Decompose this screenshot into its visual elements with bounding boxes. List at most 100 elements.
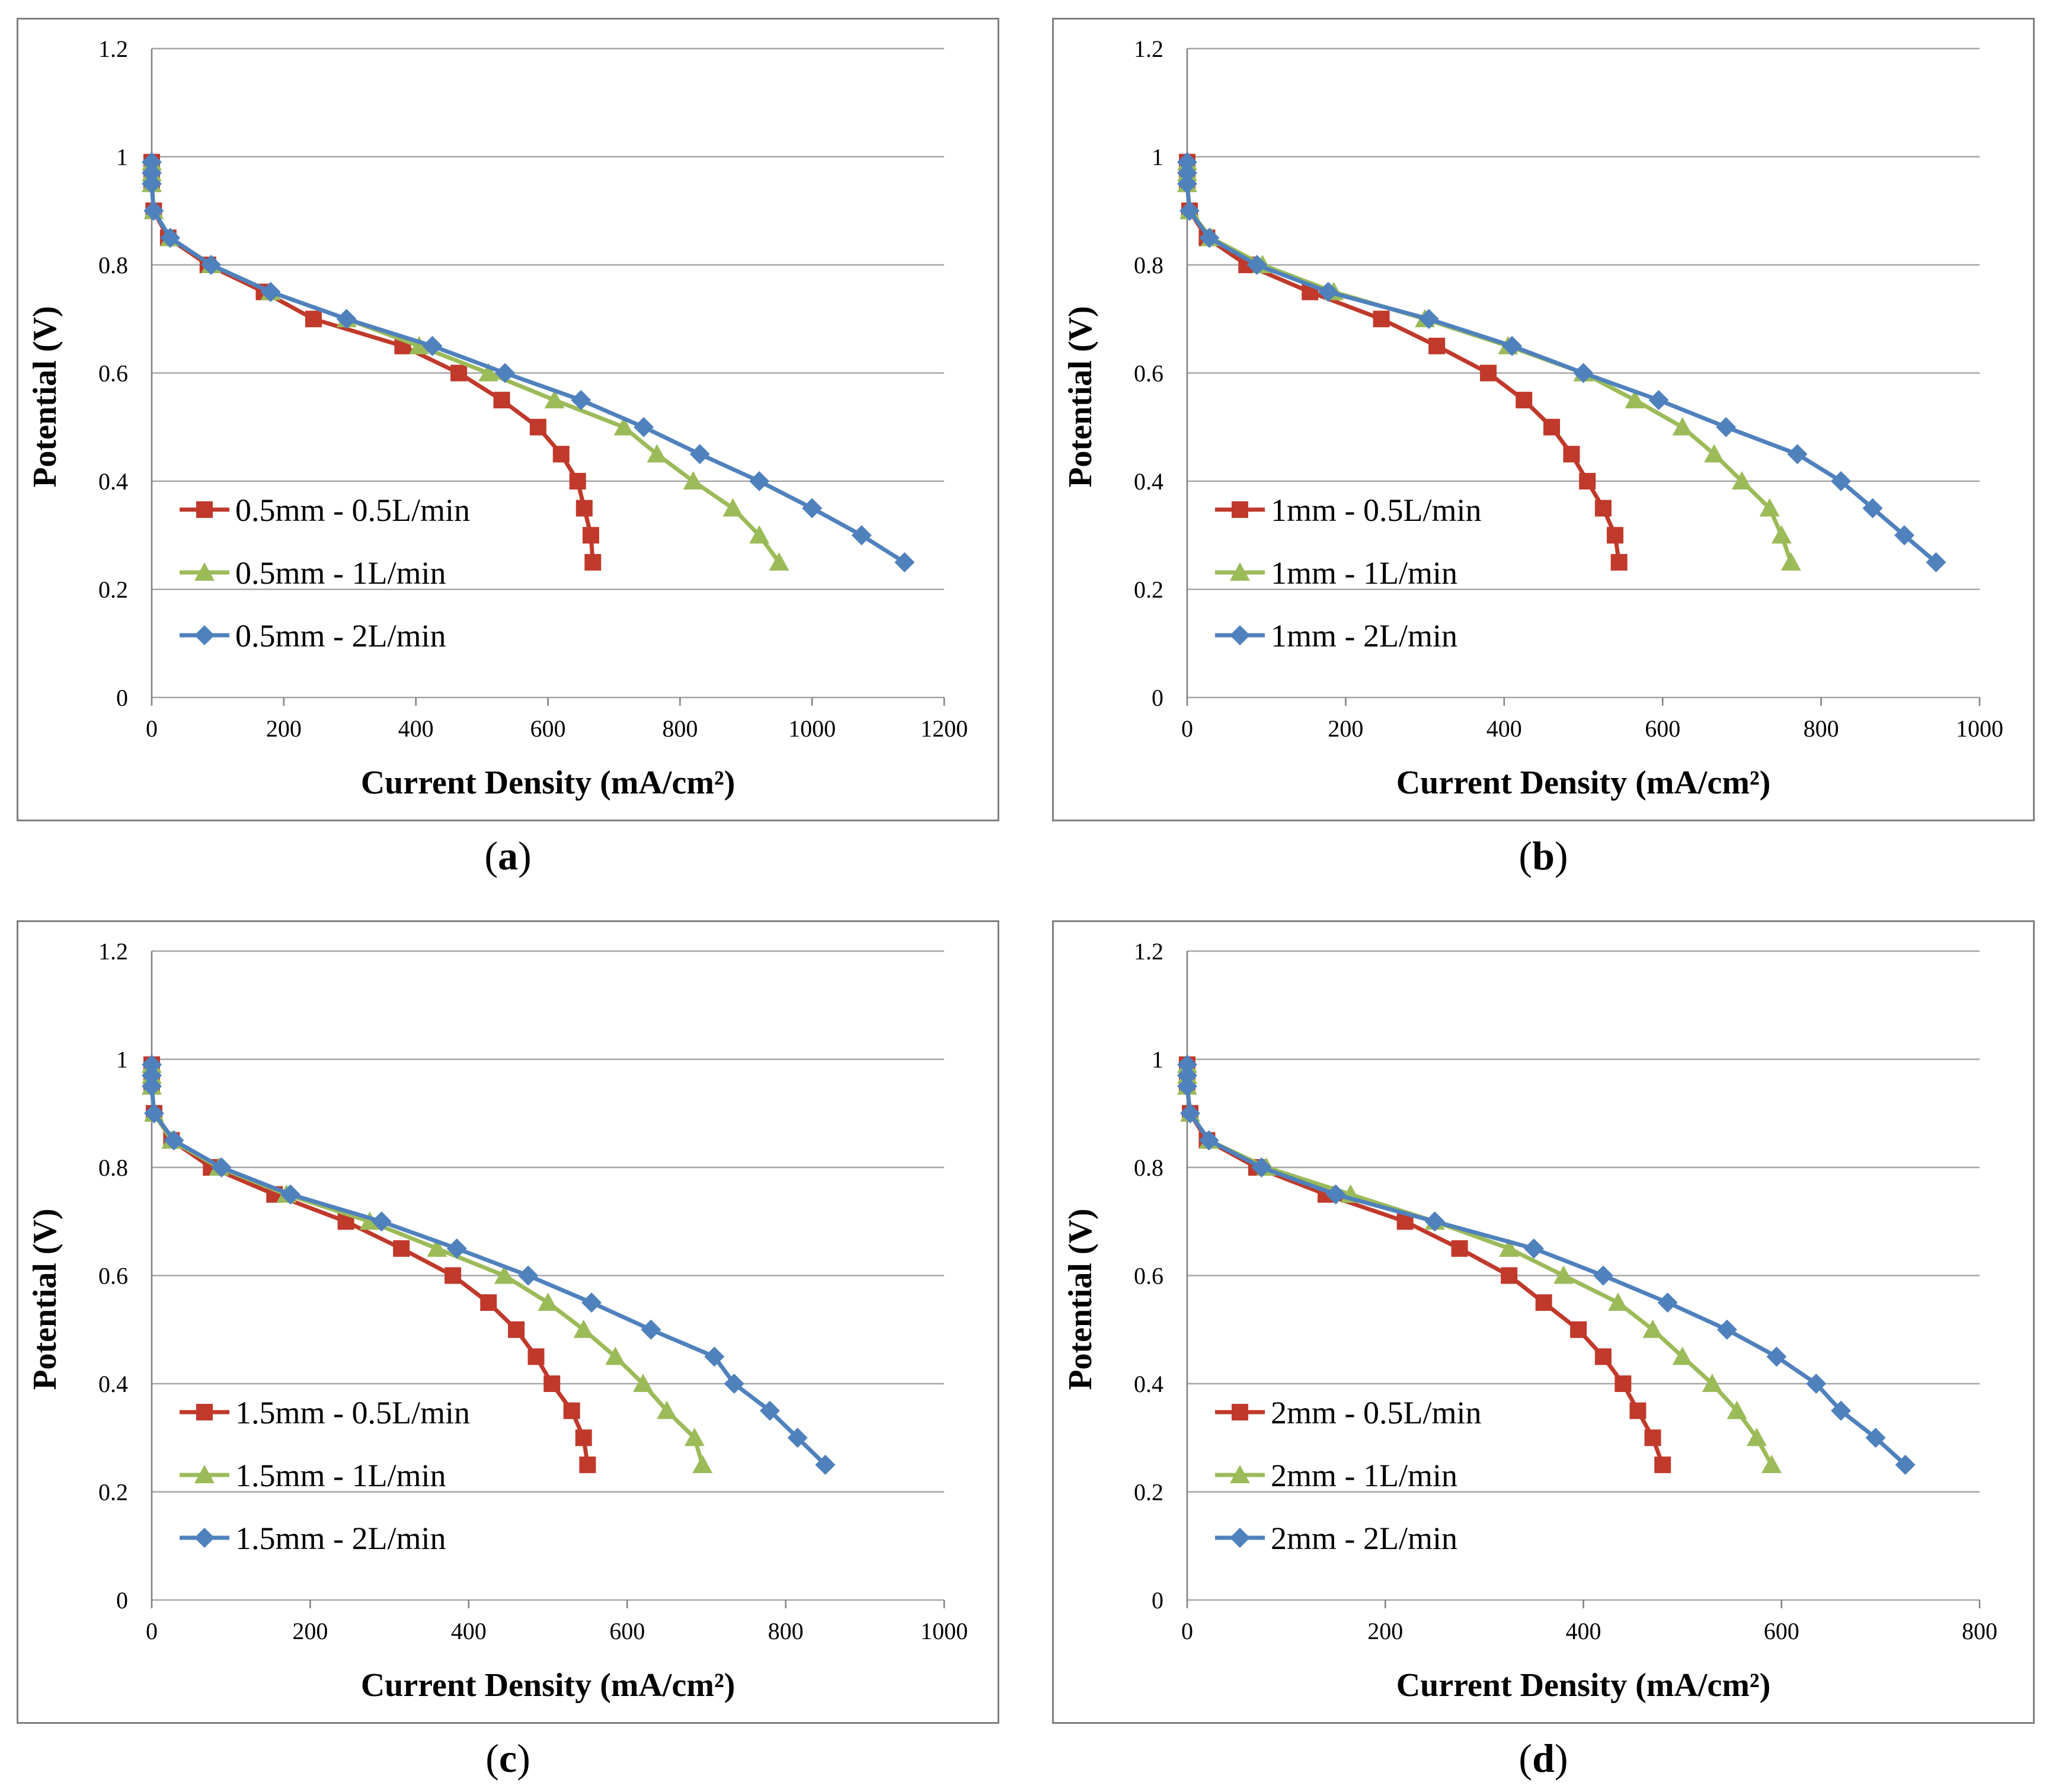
data-point <box>1501 1267 1518 1284</box>
x-axis-title: Current Density (mA/cm²) <box>1396 1667 1771 1704</box>
data-point <box>1654 1456 1671 1473</box>
data-point <box>684 1428 705 1447</box>
data-point <box>1177 1076 1197 1097</box>
data-point <box>1831 471 1852 491</box>
data-point <box>1480 364 1497 382</box>
data-point <box>371 1211 392 1232</box>
legend-label: 0.5mm - 1L/min <box>235 555 446 591</box>
y-tick-label: 0.6 <box>98 360 128 387</box>
data-point <box>1746 1428 1767 1447</box>
data-point <box>1251 1157 1272 1177</box>
data-point <box>1648 390 1669 411</box>
legend-marker <box>1232 501 1248 518</box>
data-point <box>142 174 162 194</box>
data-point <box>1865 1428 1886 1448</box>
data-point <box>724 1374 744 1394</box>
data-point <box>142 1076 162 1097</box>
legend-label: 1.5mm - 2L/min <box>235 1521 446 1556</box>
data-point <box>480 1294 497 1311</box>
data-point <box>573 1319 594 1338</box>
data-point <box>544 1375 561 1392</box>
y-tick-label: 0.8 <box>98 1154 128 1181</box>
data-point <box>657 1400 677 1419</box>
x-tick-label: 800 <box>768 1618 804 1644</box>
data-point <box>201 255 222 275</box>
data-point <box>142 152 162 172</box>
data-point <box>1180 1103 1201 1124</box>
data-point <box>692 1454 713 1473</box>
data-point <box>1926 552 1946 572</box>
data-point <box>582 527 599 544</box>
data-point <box>1731 471 1752 489</box>
data-point <box>142 1054 162 1075</box>
data-point <box>584 553 602 571</box>
data-point <box>445 1267 462 1284</box>
data-point <box>575 1429 592 1447</box>
y-tick-label: 0.4 <box>1134 1371 1163 1397</box>
y-tick-label: 1 <box>116 1047 128 1073</box>
series-3 <box>142 152 915 572</box>
chart-panel-b: 0 0.2 0.4 0.6 0.8 1 1.2 0 200 400 600 800 1000 Curren… <box>1052 18 2035 821</box>
data-point <box>894 552 915 572</box>
data-point <box>1573 363 1594 383</box>
y-tick-label: 0.2 <box>98 577 128 603</box>
data-point <box>581 1292 602 1313</box>
y-tick-label: 0 <box>1152 684 1163 711</box>
data-point <box>164 1130 184 1151</box>
legend-marker <box>194 1528 215 1548</box>
data-point <box>427 1238 447 1257</box>
x-tick-label: 400 <box>451 1618 487 1644</box>
data-point <box>1771 525 1792 544</box>
legend-marker <box>196 1404 213 1420</box>
y-tick-label: 0.8 <box>98 252 128 279</box>
data-point <box>143 200 164 221</box>
data-point <box>749 525 770 544</box>
legend: 1.5mm - 0.5L/min 1.5mm - 1L/min 1.5mm - 2L… <box>180 1395 470 1556</box>
data-point <box>1806 1374 1827 1394</box>
data-point <box>1502 335 1523 356</box>
x-tick-label: 800 <box>662 715 698 742</box>
data-point <box>1762 1454 1782 1473</box>
y-tick-label: 0.4 <box>98 468 128 495</box>
data-point <box>1179 200 1200 221</box>
data-point <box>1727 1400 1747 1419</box>
y-axis-title: Potential (V) <box>27 1208 63 1390</box>
x-tick-label: 1000 <box>1956 715 2003 742</box>
y-tick-label: 0.6 <box>98 1263 128 1289</box>
panel-frame <box>17 18 999 821</box>
data-point <box>1862 498 1883 519</box>
data-point <box>787 1428 808 1448</box>
data-point <box>142 1065 162 1086</box>
x-tick-label: 600 <box>1645 715 1680 742</box>
series-3 <box>142 1054 836 1475</box>
data-point <box>144 1103 165 1124</box>
data-point <box>1629 1402 1647 1419</box>
y-tick-label: 1.2 <box>1134 938 1163 965</box>
data-point <box>769 552 789 571</box>
data-point <box>211 1157 232 1177</box>
data-point <box>569 473 586 489</box>
data-point <box>1177 1065 1197 1086</box>
y-tick-label: 1 <box>1152 1047 1163 1073</box>
data-point <box>1895 1454 1916 1475</box>
y-tick-label: 0 <box>116 684 128 711</box>
y-tick-label: 0.4 <box>98 1371 128 1397</box>
x-axis-title: Current Density (mA/cm²) <box>1396 764 1771 801</box>
data-point <box>576 500 593 517</box>
y-tick-label: 1.2 <box>98 36 128 62</box>
x-tick-label: 200 <box>1367 1618 1403 1644</box>
data-point <box>142 162 162 183</box>
x-tick-label: 400 <box>1566 1618 1601 1644</box>
data-point <box>1318 281 1338 302</box>
data-point <box>1199 228 1220 248</box>
data-point <box>1831 1400 1852 1421</box>
data-point <box>160 228 181 248</box>
y-tick-label: 0 <box>1152 1587 1163 1614</box>
data-point <box>704 1346 725 1367</box>
data-point <box>1704 444 1725 463</box>
x-tick-label: 400 <box>398 715 434 742</box>
data-point <box>1657 1292 1678 1313</box>
legend-marker <box>196 501 213 518</box>
chart-panel-c: 0 0.2 0.4 0.6 0.8 1 1.2 0 200 400 600 800 1000 Curren… <box>17 920 999 1724</box>
legend-marker <box>194 625 215 645</box>
